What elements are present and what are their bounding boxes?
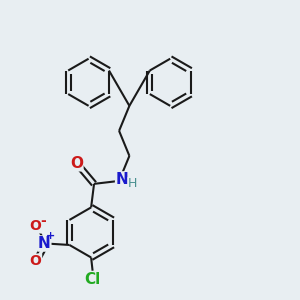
Text: O: O xyxy=(70,156,83,171)
Text: +: + xyxy=(46,231,56,241)
Text: Cl: Cl xyxy=(85,272,101,287)
Text: N: N xyxy=(116,172,128,187)
Text: O: O xyxy=(30,254,41,268)
Text: H: H xyxy=(128,177,137,190)
Text: -: - xyxy=(41,214,46,228)
Text: O: O xyxy=(30,219,41,233)
Text: N: N xyxy=(38,236,51,251)
